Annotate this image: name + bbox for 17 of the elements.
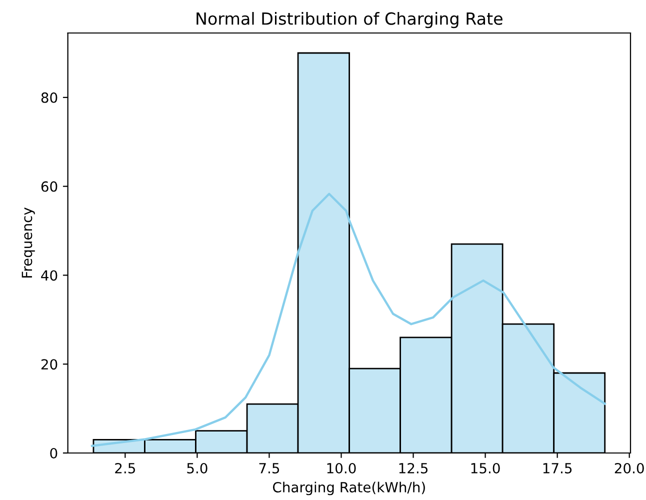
x-tick-label: 12.5 <box>399 462 428 474</box>
x-axis-title: Charging Rate(kWh/h) <box>272 482 425 496</box>
line-series <box>90 192 606 447</box>
y-axis-title: Frequency <box>22 208 35 278</box>
y-tick-label: 20 <box>41 359 58 370</box>
x-tick-label: 2.5 <box>115 462 135 474</box>
chart-title: Normal Distribution of Charging Rate <box>196 12 502 28</box>
x-tick-label: 17.5 <box>543 463 572 474</box>
x-tick-label: 15.0 <box>471 462 500 474</box>
y-tick-label: 0 <box>50 448 58 458</box>
y-tick-label: 40 <box>41 270 58 281</box>
y-tick-label: 60 <box>41 181 58 192</box>
x-tick-label: 10.0 <box>327 462 356 474</box>
y-tick-label: 80 <box>41 92 58 103</box>
x-tick-label: 20.0 <box>614 462 644 474</box>
x-tick-label: 7.5 <box>259 463 280 474</box>
x-tick-label: 5.0 <box>187 462 208 474</box>
